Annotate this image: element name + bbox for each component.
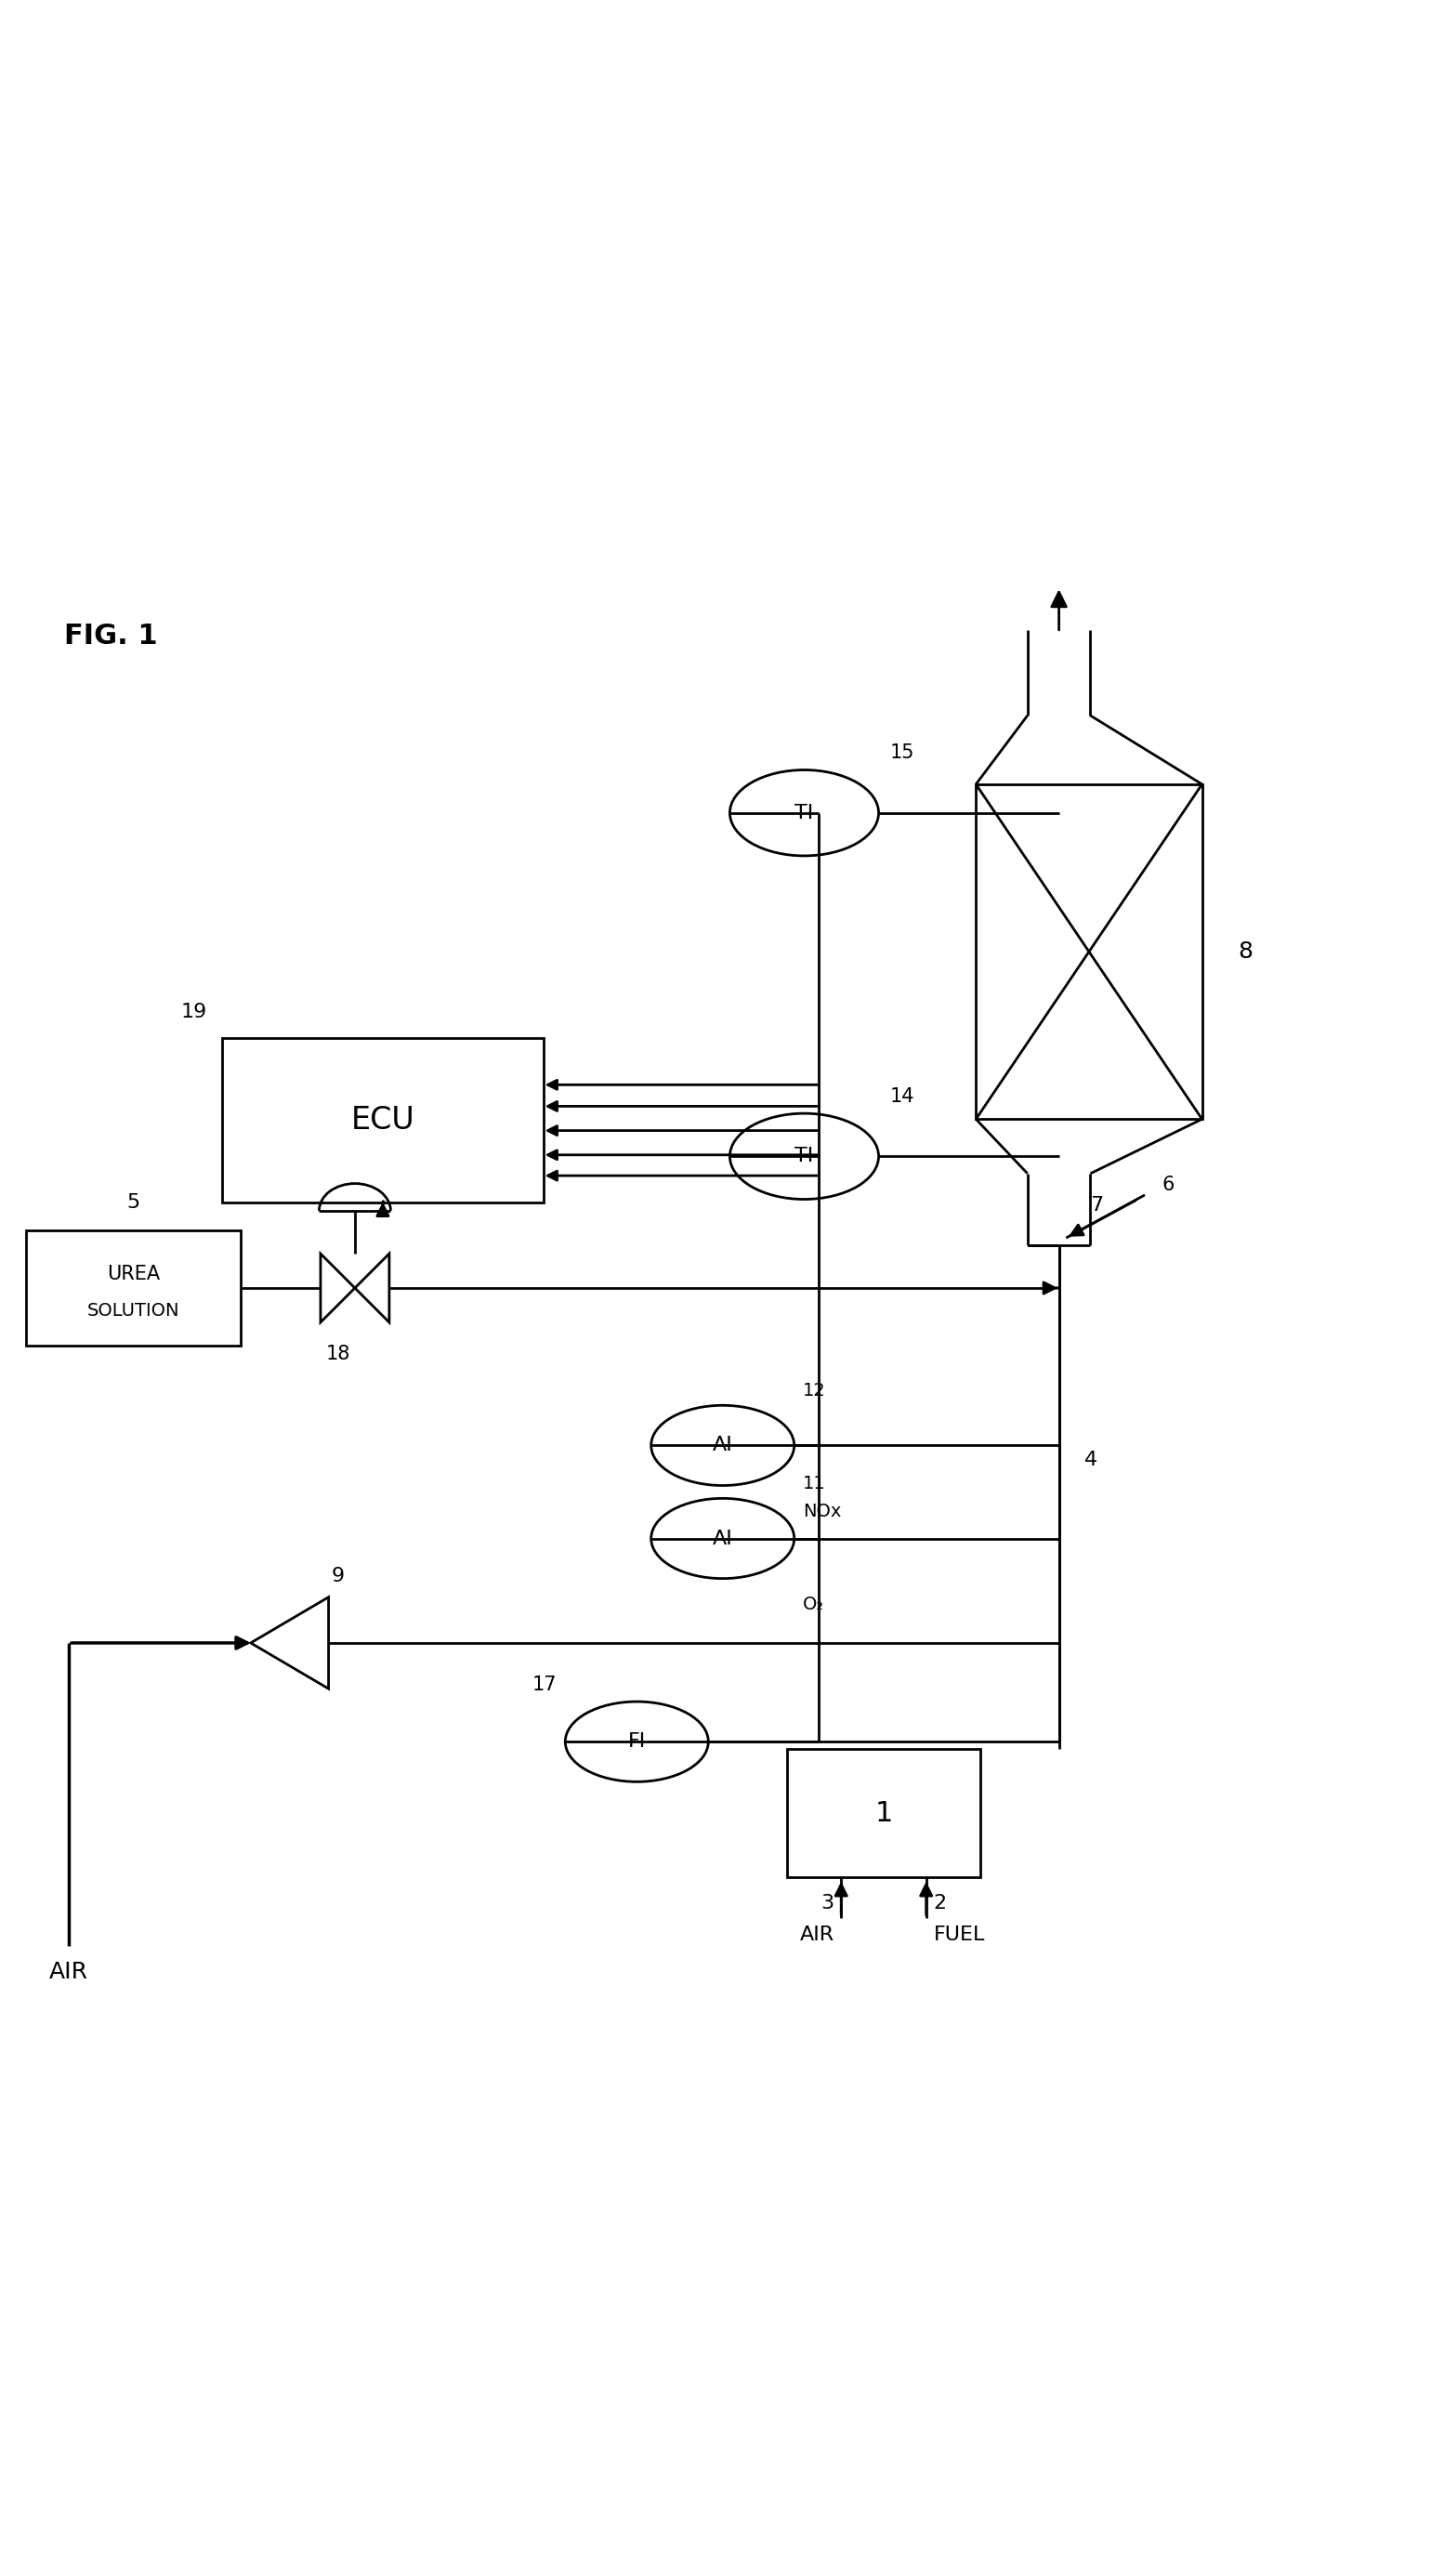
Polygon shape <box>355 1255 389 1321</box>
Text: ECU: ECU <box>351 1105 415 1136</box>
Text: UREA: UREA <box>106 1265 160 1283</box>
Text: 12: 12 <box>803 1383 826 1399</box>
Text: 3: 3 <box>821 1893 834 1911</box>
Ellipse shape <box>651 1499 794 1579</box>
Text: 18: 18 <box>325 1345 351 1363</box>
Text: 8: 8 <box>1238 940 1252 963</box>
Text: 7: 7 <box>1090 1195 1103 1213</box>
Text: 1: 1 <box>874 1801 893 1826</box>
Text: 17: 17 <box>532 1674 557 1692</box>
Polygon shape <box>250 1597 329 1690</box>
Ellipse shape <box>730 770 879 855</box>
Polygon shape <box>321 1255 355 1321</box>
Text: 9: 9 <box>331 1566 345 1584</box>
Text: 14: 14 <box>890 1087 914 1105</box>
Bar <box>976 783 1202 1118</box>
Text: 15: 15 <box>890 744 914 762</box>
Text: SOLUTION: SOLUTION <box>87 1301 179 1319</box>
Text: FI: FI <box>628 1734 645 1752</box>
Text: 11: 11 <box>803 1476 826 1494</box>
Bar <box>787 1749 980 1878</box>
Text: AI: AI <box>713 1530 733 1548</box>
Text: AI: AI <box>713 1437 733 1455</box>
Text: 19: 19 <box>182 1002 207 1020</box>
Bar <box>222 1038 544 1203</box>
Text: TI: TI <box>794 1146 814 1164</box>
Text: 5: 5 <box>126 1193 140 1211</box>
Text: TI: TI <box>794 804 814 822</box>
Text: FUEL: FUEL <box>933 1927 985 1945</box>
Text: AIR: AIR <box>49 1960 89 1984</box>
Text: FIG. 1: FIG. 1 <box>64 623 157 649</box>
Text: 2: 2 <box>933 1893 946 1911</box>
Text: O₂: O₂ <box>803 1595 824 1613</box>
Bar <box>26 1231 240 1345</box>
Ellipse shape <box>651 1406 794 1486</box>
Ellipse shape <box>565 1703 708 1783</box>
Text: 4: 4 <box>1085 1450 1098 1468</box>
Ellipse shape <box>730 1113 879 1200</box>
Text: NOx: NOx <box>803 1502 841 1520</box>
Text: AIR: AIR <box>800 1927 834 1945</box>
Text: 6: 6 <box>1162 1175 1175 1195</box>
